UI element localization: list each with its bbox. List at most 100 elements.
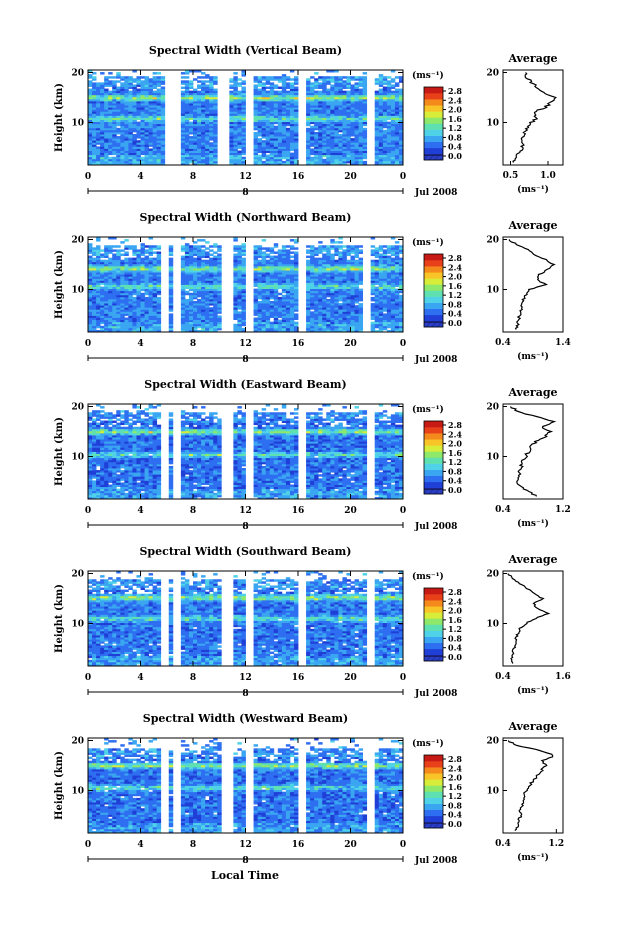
heatmap-cell xyxy=(229,158,234,162)
heatmap-cell xyxy=(148,315,154,318)
heatmap-cell xyxy=(334,70,339,73)
heatmap-cell xyxy=(285,288,291,292)
heatmap-cell xyxy=(213,270,218,273)
heatmap-cell xyxy=(156,321,162,325)
heatmap-cell xyxy=(394,115,400,118)
heatmap-cell xyxy=(265,98,271,102)
heatmap-cell xyxy=(265,301,271,304)
heatmap-cell xyxy=(386,278,392,281)
heatmap-cell xyxy=(322,305,327,308)
heatmap-cell xyxy=(390,329,396,333)
heatmap-cell xyxy=(124,313,129,316)
heatmap-cell xyxy=(386,107,392,110)
heatmap-cell xyxy=(237,162,242,166)
heatmap-cell xyxy=(120,307,125,310)
heatmap-cell xyxy=(277,303,283,306)
heatmap-cell xyxy=(241,261,246,265)
heatmap-cell xyxy=(209,103,214,106)
heatmap-cell xyxy=(358,327,364,331)
heatmap-cell xyxy=(201,327,206,331)
heatmap-cell xyxy=(100,315,105,318)
heatmap-cell xyxy=(205,74,210,77)
heatmap-cell xyxy=(205,290,210,294)
heatmap-cell xyxy=(213,119,218,123)
heatmap-cell xyxy=(92,121,97,125)
heatmap-cell xyxy=(233,127,238,131)
heatmap-cell xyxy=(253,78,259,81)
heatmap-cell xyxy=(160,82,166,85)
heatmap-cell xyxy=(96,276,101,279)
heatmap-cell xyxy=(390,259,396,263)
heatmap-cell xyxy=(148,86,154,89)
heatmap-cell xyxy=(285,274,291,277)
heatmap-cell xyxy=(273,103,279,106)
heatmap-cell xyxy=(108,119,113,123)
heatmap-cell xyxy=(318,284,323,287)
heatmap-cell xyxy=(334,305,339,308)
heatmap-cell xyxy=(273,307,279,310)
heatmap-cell xyxy=(104,154,109,158)
heatmap-cell xyxy=(330,313,335,316)
heatmap-cell xyxy=(382,134,388,137)
heatmap-cell xyxy=(180,90,186,94)
heatmap-cell xyxy=(156,282,162,285)
heatmap-cell xyxy=(394,88,400,92)
heatmap-cell xyxy=(261,129,267,133)
heatmap-cell xyxy=(273,144,279,147)
heatmap-cell xyxy=(136,105,141,108)
heatmap-cell xyxy=(334,274,339,277)
heatmap-cell xyxy=(257,123,263,127)
heatmap-cell xyxy=(241,152,246,156)
heatmap-cell xyxy=(100,115,105,118)
heatmap-cell xyxy=(257,261,263,265)
heatmap-cell xyxy=(201,154,206,158)
heatmap-cell xyxy=(184,261,190,265)
heatmap-cell xyxy=(386,274,392,277)
heatmap-cell xyxy=(148,80,154,83)
heatmap-cell xyxy=(209,323,214,327)
heatmap-cell xyxy=(362,100,368,104)
heatmap-cell xyxy=(338,82,343,85)
heatmap-cell xyxy=(148,134,154,137)
heatmap-cell xyxy=(136,140,141,143)
heatmap-cell xyxy=(233,270,238,273)
heatmap-cell xyxy=(201,160,206,164)
heatmap-cell xyxy=(322,121,327,125)
heatmap-cell xyxy=(358,113,364,116)
heatmap-cell xyxy=(184,329,190,333)
heatmap-cell xyxy=(350,309,355,312)
heatmap-cell xyxy=(188,144,194,147)
heatmap-cell xyxy=(293,290,299,294)
heatmap-cell xyxy=(96,113,101,116)
heatmap-cell xyxy=(350,100,355,104)
heatmap-cell xyxy=(148,94,154,98)
heatmap-cell xyxy=(257,146,263,149)
heatmap-cell xyxy=(386,154,392,158)
heatmap-cell xyxy=(104,296,109,300)
heatmap-cell xyxy=(237,323,242,327)
heatmap-cell xyxy=(293,274,299,277)
heatmap-cell xyxy=(237,298,242,302)
heatmap-cell xyxy=(257,98,263,102)
heatmap-cell xyxy=(326,94,331,98)
heatmap-cell xyxy=(100,261,105,265)
heatmap-cell xyxy=(152,319,158,323)
heatmap-cell xyxy=(229,90,234,94)
heatmap-cell xyxy=(124,284,129,287)
heatmap-cell xyxy=(346,138,351,141)
heatmap-cell xyxy=(88,261,93,265)
heatmap-cell xyxy=(398,136,404,139)
heatmap-cell xyxy=(326,265,331,269)
heatmap-cell xyxy=(156,107,162,110)
heatmap-cell xyxy=(378,329,384,333)
heatmap-cell xyxy=(217,282,222,285)
heatmap-cell xyxy=(136,125,141,129)
heatmap-cell xyxy=(184,146,190,149)
heatmap-cell xyxy=(269,329,275,333)
heatmap-cell xyxy=(168,325,174,329)
heatmap-cell xyxy=(334,109,339,112)
heatmap-cell xyxy=(104,274,109,277)
heatmap-cell xyxy=(261,296,267,300)
heatmap-cell xyxy=(273,329,279,333)
heatmap-cell xyxy=(156,288,162,292)
